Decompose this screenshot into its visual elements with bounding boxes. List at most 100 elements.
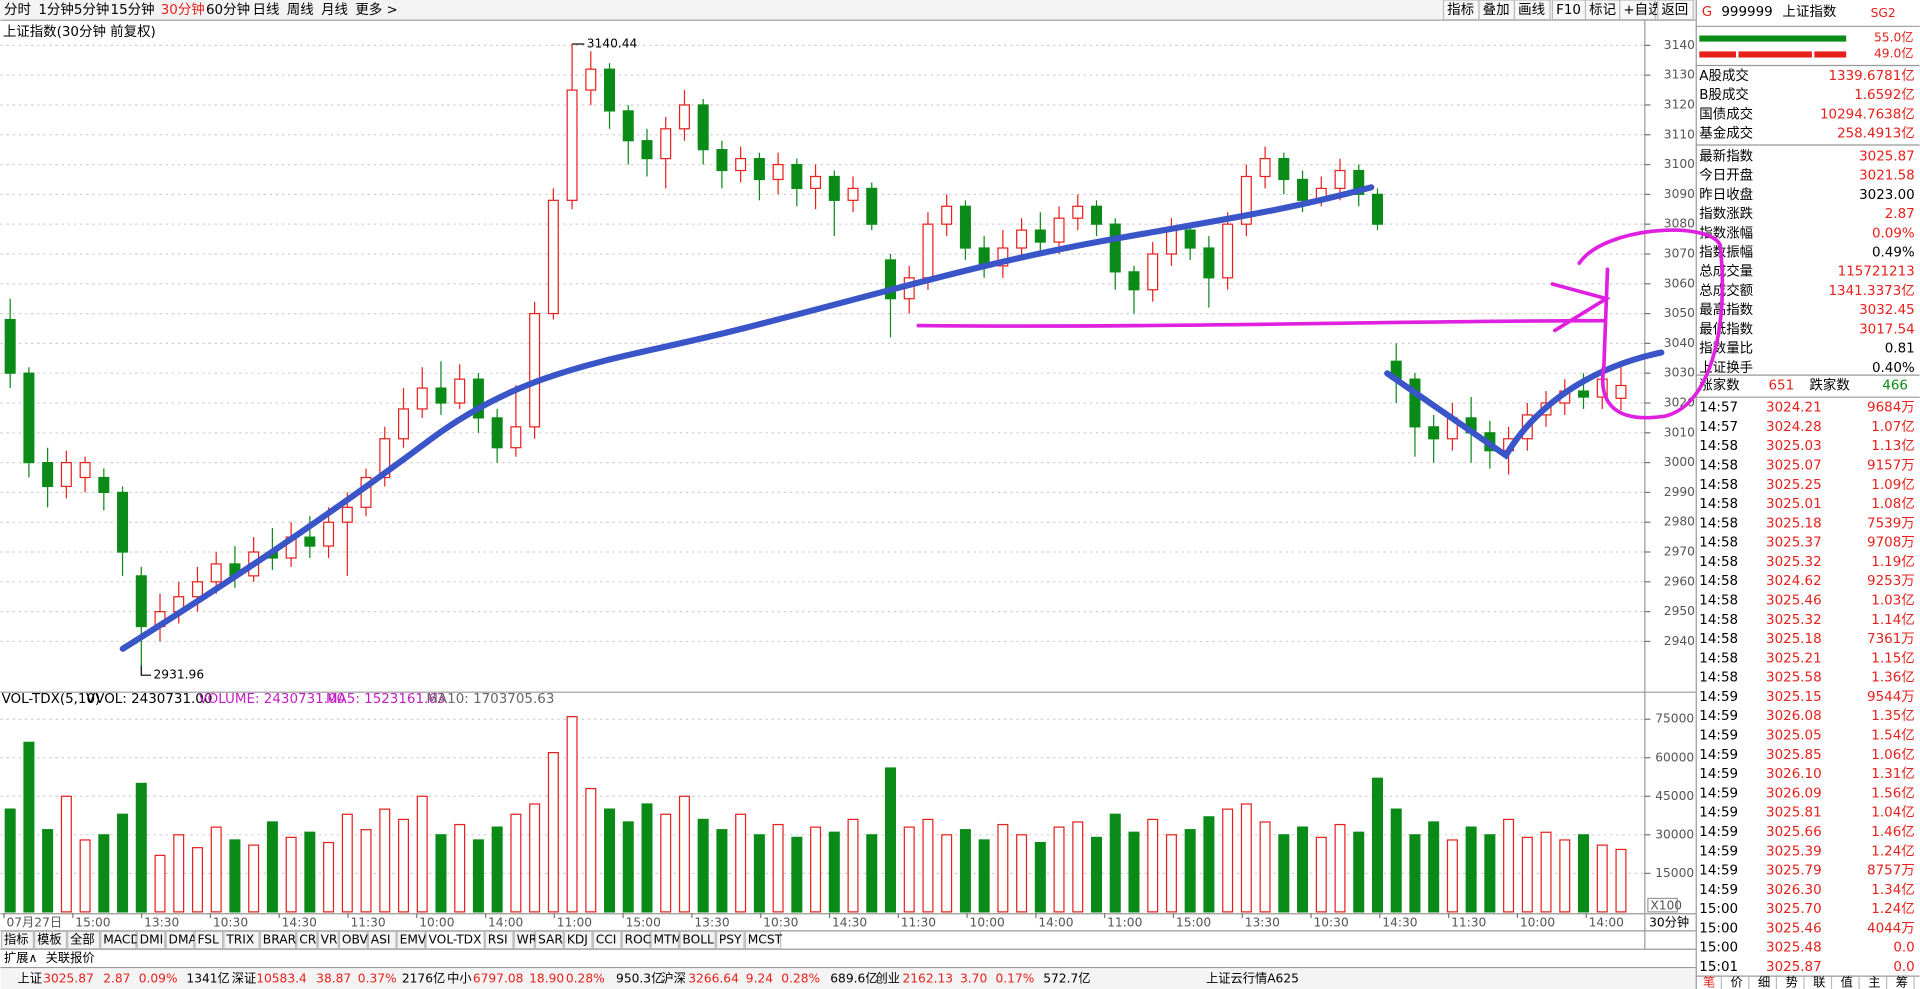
period-tab[interactable]: 月线 (321, 2, 348, 18)
tab-frame[interactable] (317, 930, 339, 950)
tab-frame[interactable] (259, 930, 297, 950)
tab-frame[interactable] (136, 930, 166, 950)
toolbar-button[interactable]: 返回 (1661, 2, 1688, 18)
toolbar-button[interactable]: 标记 (1589, 2, 1616, 18)
panel-tab[interactable]: 联 (1813, 975, 1825, 989)
volume-bar (959, 829, 971, 913)
indicator-tab[interactable]: RSI (488, 933, 508, 947)
arrow-line (916, 318, 1606, 328)
panel-tab[interactable]: 值 (1841, 974, 1853, 989)
indicator-tab[interactable]: DMI (140, 933, 164, 947)
toolbar-button[interactable]: +自选 (1623, 2, 1661, 18)
period-tab[interactable]: 30分钟 (161, 1, 205, 18)
period-tab[interactable]: 周线 (287, 2, 314, 18)
tab-frame[interactable] (513, 930, 535, 950)
tab-frame[interactable] (425, 930, 485, 950)
panel-tab[interactable]: 势 (1786, 975, 1798, 989)
tab-frame[interactable] (0, 930, 35, 950)
indicator-tab[interactable]: 模板 (37, 933, 61, 947)
period-tab[interactable]: 更多 > (355, 1, 397, 18)
panel-tab[interactable]: 笔 (1703, 974, 1715, 989)
indicator-tab[interactable]: PSY (719, 933, 742, 947)
tab-frame[interactable] (296, 930, 318, 950)
tab-frame[interactable] (100, 930, 137, 950)
indicator-tab[interactable]: TRIX (225, 933, 254, 947)
indicator-tab[interactable]: EMV (400, 933, 427, 947)
toolbar-button[interactable]: 指标 (1447, 2, 1474, 18)
tab-frame[interactable] (592, 930, 622, 950)
indicator-tab[interactable]: VOL-TDX (429, 933, 482, 947)
tick-volume: 1.46亿 (1871, 824, 1914, 840)
panel-tab[interactable]: 细 (1758, 975, 1770, 989)
indicator-tab[interactable]: 全部 (70, 932, 94, 947)
indicator-tab[interactable]: CR (299, 933, 317, 947)
tab-frame[interactable] (367, 930, 397, 950)
tab-frame[interactable] (34, 930, 68, 950)
period-tab[interactable]: 分时 (4, 2, 31, 18)
extra-tab[interactable]: 关联报价 (46, 950, 95, 965)
indicator-tab[interactable]: FSL (197, 933, 219, 947)
tab-frame[interactable] (194, 930, 224, 950)
tab-frame[interactable] (338, 930, 368, 950)
period-tab[interactable]: 5分钟 (74, 1, 109, 18)
status-item: 1341亿 (186, 971, 229, 986)
indicator-tab[interactable]: DMA (169, 933, 198, 947)
indicator-tab[interactable]: 指标 (4, 932, 28, 947)
indicator-tab[interactable]: KDJ (567, 933, 588, 947)
tab-frame[interactable] (484, 930, 514, 950)
breadth: 涨家数 (1699, 377, 1740, 394)
button-frame[interactable] (1513, 0, 1551, 21)
indicator-tab[interactable]: MACD (103, 933, 140, 947)
volume-bar (884, 767, 896, 913)
period-tab[interactable]: 日线 (253, 2, 280, 18)
tab-frame[interactable] (563, 930, 593, 950)
indicator-tab[interactable]: SAR (538, 933, 563, 947)
tab-frame[interactable] (679, 930, 716, 950)
tab-frame[interactable] (621, 930, 651, 950)
indicator-tab[interactable]: WR (517, 933, 538, 947)
toolbar-button[interactable]: 叠加 (1483, 2, 1510, 18)
indicator-tab[interactable]: BOLL (682, 933, 714, 947)
panel-tab[interactable]: 价 (1731, 975, 1743, 989)
tab-frame[interactable] (223, 930, 260, 950)
tab-frame[interactable] (67, 930, 101, 950)
tab-frame[interactable] (744, 930, 782, 950)
candle-body (585, 68, 597, 91)
indicator-tab[interactable]: CCI (596, 933, 617, 947)
indicator-tab[interactable]: MTM (654, 933, 683, 947)
period-tab[interactable]: 60分钟 (206, 1, 250, 18)
volume-bar (1596, 844, 1608, 913)
tick-price: 3025.01 (1766, 497, 1822, 512)
extra-tab[interactable]: 扩展∧ (4, 951, 37, 965)
indicator-tab[interactable]: ASI (371, 933, 391, 947)
period-tab[interactable]: 15分钟 (111, 1, 155, 18)
status-item: 18.90 (529, 972, 564, 986)
toolbar-button[interactable]: F10 (1556, 3, 1581, 18)
tab-frame[interactable] (650, 930, 680, 950)
candle-body (1016, 229, 1028, 249)
candle-body (397, 408, 410, 440)
button-frame[interactable] (1619, 0, 1656, 21)
volume-bar (1353, 831, 1365, 913)
panel-tab[interactable]: 筹 (1896, 975, 1908, 989)
panel-tab[interactable]: 主 (1868, 975, 1880, 989)
y-tick-label: 3030 (1664, 366, 1695, 380)
tab-frame[interactable] (165, 930, 195, 950)
volume-title: VOL-TDX(5,10) (2, 692, 101, 707)
status-item: 上证云行情A625 (1206, 972, 1299, 986)
indicator-tab[interactable]: VR (321, 933, 338, 947)
toolbar-button[interactable]: 画线 (1518, 2, 1545, 18)
indicator-tab[interactable]: ROC (625, 933, 652, 947)
volume-bar (622, 821, 634, 913)
button-frame[interactable] (1657, 0, 1694, 21)
indicator-tab[interactable]: OBV (342, 933, 369, 947)
status-item: 950.3亿 (616, 971, 663, 986)
tab-frame[interactable] (396, 930, 426, 950)
period-tab[interactable]: 1分钟 (38, 1, 73, 18)
tab-frame[interactable] (534, 930, 564, 950)
indicator-tab[interactable]: BRAR (263, 933, 297, 947)
tick-volume: 1.31亿 (1871, 766, 1914, 782)
status-item: 3.70 (960, 972, 987, 986)
tab-frame[interactable] (715, 930, 745, 950)
indicator-tab[interactable]: MCST (748, 933, 783, 947)
